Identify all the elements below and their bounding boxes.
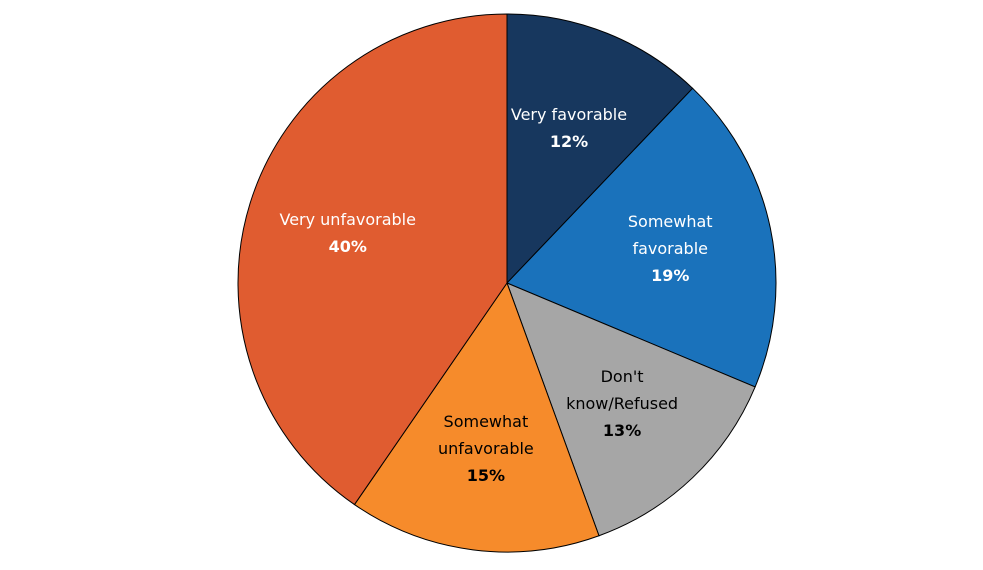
value-label: 19%	[651, 266, 690, 286]
slice-label-box: Somewhat favorable 19%	[595, 199, 745, 299]
slice-label-box: Very unfavorable 40%	[273, 183, 423, 283]
category-label: Somewhat favorable	[627, 212, 713, 259]
category-label: Don't know/Refused	[566, 367, 679, 414]
value-label: 40%	[328, 237, 367, 257]
value-label: 15%	[466, 465, 506, 485]
slice-label: Somewhat favorable 19%	[595, 199, 745, 299]
slice-label: Very favorable 12%	[494, 78, 644, 178]
slice-label: Very unfavorable 40%	[273, 183, 423, 283]
pie-slice	[506, 13, 694, 285]
category-label: Very unfavorable	[279, 210, 416, 230]
pie-slice	[506, 282, 756, 537]
slice-label-box: Don't know/Refused 13%	[547, 354, 697, 454]
value-label: 12%	[549, 132, 589, 152]
slice-label: Somewhat unfavorable 15%	[411, 398, 561, 498]
pie-slice	[506, 87, 777, 388]
slice-label-box: Somewhat unfavorable 15%	[411, 398, 561, 498]
slice-label: Don't know/Refused 13%	[547, 354, 697, 454]
pie-slice	[353, 281, 600, 553]
slice-label-box: Very favorable 12%	[494, 78, 644, 178]
pie-slice	[237, 13, 508, 506]
value-label: 13%	[602, 421, 642, 441]
category-label: Very favorable	[510, 105, 628, 125]
category-label: Somewhat unfavorable	[437, 411, 534, 458]
